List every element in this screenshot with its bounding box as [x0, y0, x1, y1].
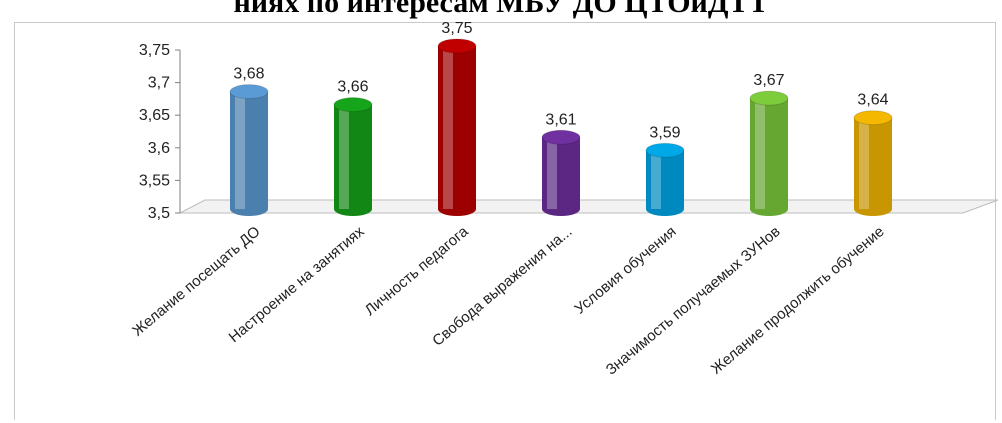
bar-highlight: [235, 91, 245, 209]
x-tick-label: Желание продолжить обучение: [708, 223, 888, 378]
bar: [541, 129, 581, 216]
x-tick-label: Личность педагога: [362, 223, 472, 320]
y-tick-label: 3,5: [148, 205, 170, 222]
y-tick-label: 3,6: [148, 140, 170, 157]
data-label: 3,66: [337, 79, 368, 96]
bar-highlight: [755, 98, 765, 209]
y-tick-label: 3,65: [139, 107, 170, 124]
x-tick-label: Значимость получаемых ЗУНов: [603, 223, 784, 379]
bar-highlight: [651, 150, 661, 209]
data-label: 3,59: [649, 124, 680, 141]
bar-body: [438, 46, 476, 216]
bar-top: [229, 84, 269, 100]
data-label: 3,67: [753, 72, 784, 89]
y-tick-label: 3,7: [148, 75, 170, 92]
y-tick-label: 3,75: [139, 42, 170, 59]
data-label: 3,75: [441, 20, 472, 37]
bar-top: [749, 90, 789, 106]
bar-shade: [230, 91, 268, 216]
bar-highlight: [859, 117, 869, 209]
bar-top: [645, 142, 685, 158]
data-label: 3,68: [233, 66, 264, 83]
bar-shade: [438, 46, 476, 216]
bar-highlight: [339, 104, 349, 209]
bar-body: [646, 150, 684, 216]
bar-top: [437, 38, 477, 54]
bar-shade: [750, 98, 788, 216]
bar-highlight: [443, 46, 453, 209]
bar-body: [230, 91, 268, 216]
data-label: 3,61: [545, 111, 576, 128]
bar-highlight: [547, 137, 557, 209]
bar-body: [334, 104, 372, 216]
bar-shade: [334, 104, 372, 216]
bar: [749, 90, 789, 216]
chart-floor: [179, 199, 999, 214]
chart-frame: [14, 22, 996, 420]
bar: [437, 38, 477, 216]
bar-top: [541, 129, 581, 145]
bar-body: [542, 137, 580, 216]
bar-shade: [542, 137, 580, 216]
chart-title: ниях по интересам МБУ ДО ЦТОиДТТ: [233, 0, 769, 19]
bar: [645, 142, 685, 216]
data-label: 3,64: [857, 92, 888, 109]
y-tick-label: 3,55: [139, 172, 170, 189]
bar: [853, 110, 893, 216]
bar-shade: [646, 150, 684, 216]
bar: [229, 84, 269, 216]
x-tick-label: Условия обучения: [571, 223, 679, 318]
bar-top: [853, 110, 893, 126]
bar-top: [333, 97, 373, 113]
bar: [333, 97, 373, 216]
bar-body: [854, 117, 892, 216]
bar-body: [750, 98, 788, 216]
bar-shade: [854, 117, 892, 216]
